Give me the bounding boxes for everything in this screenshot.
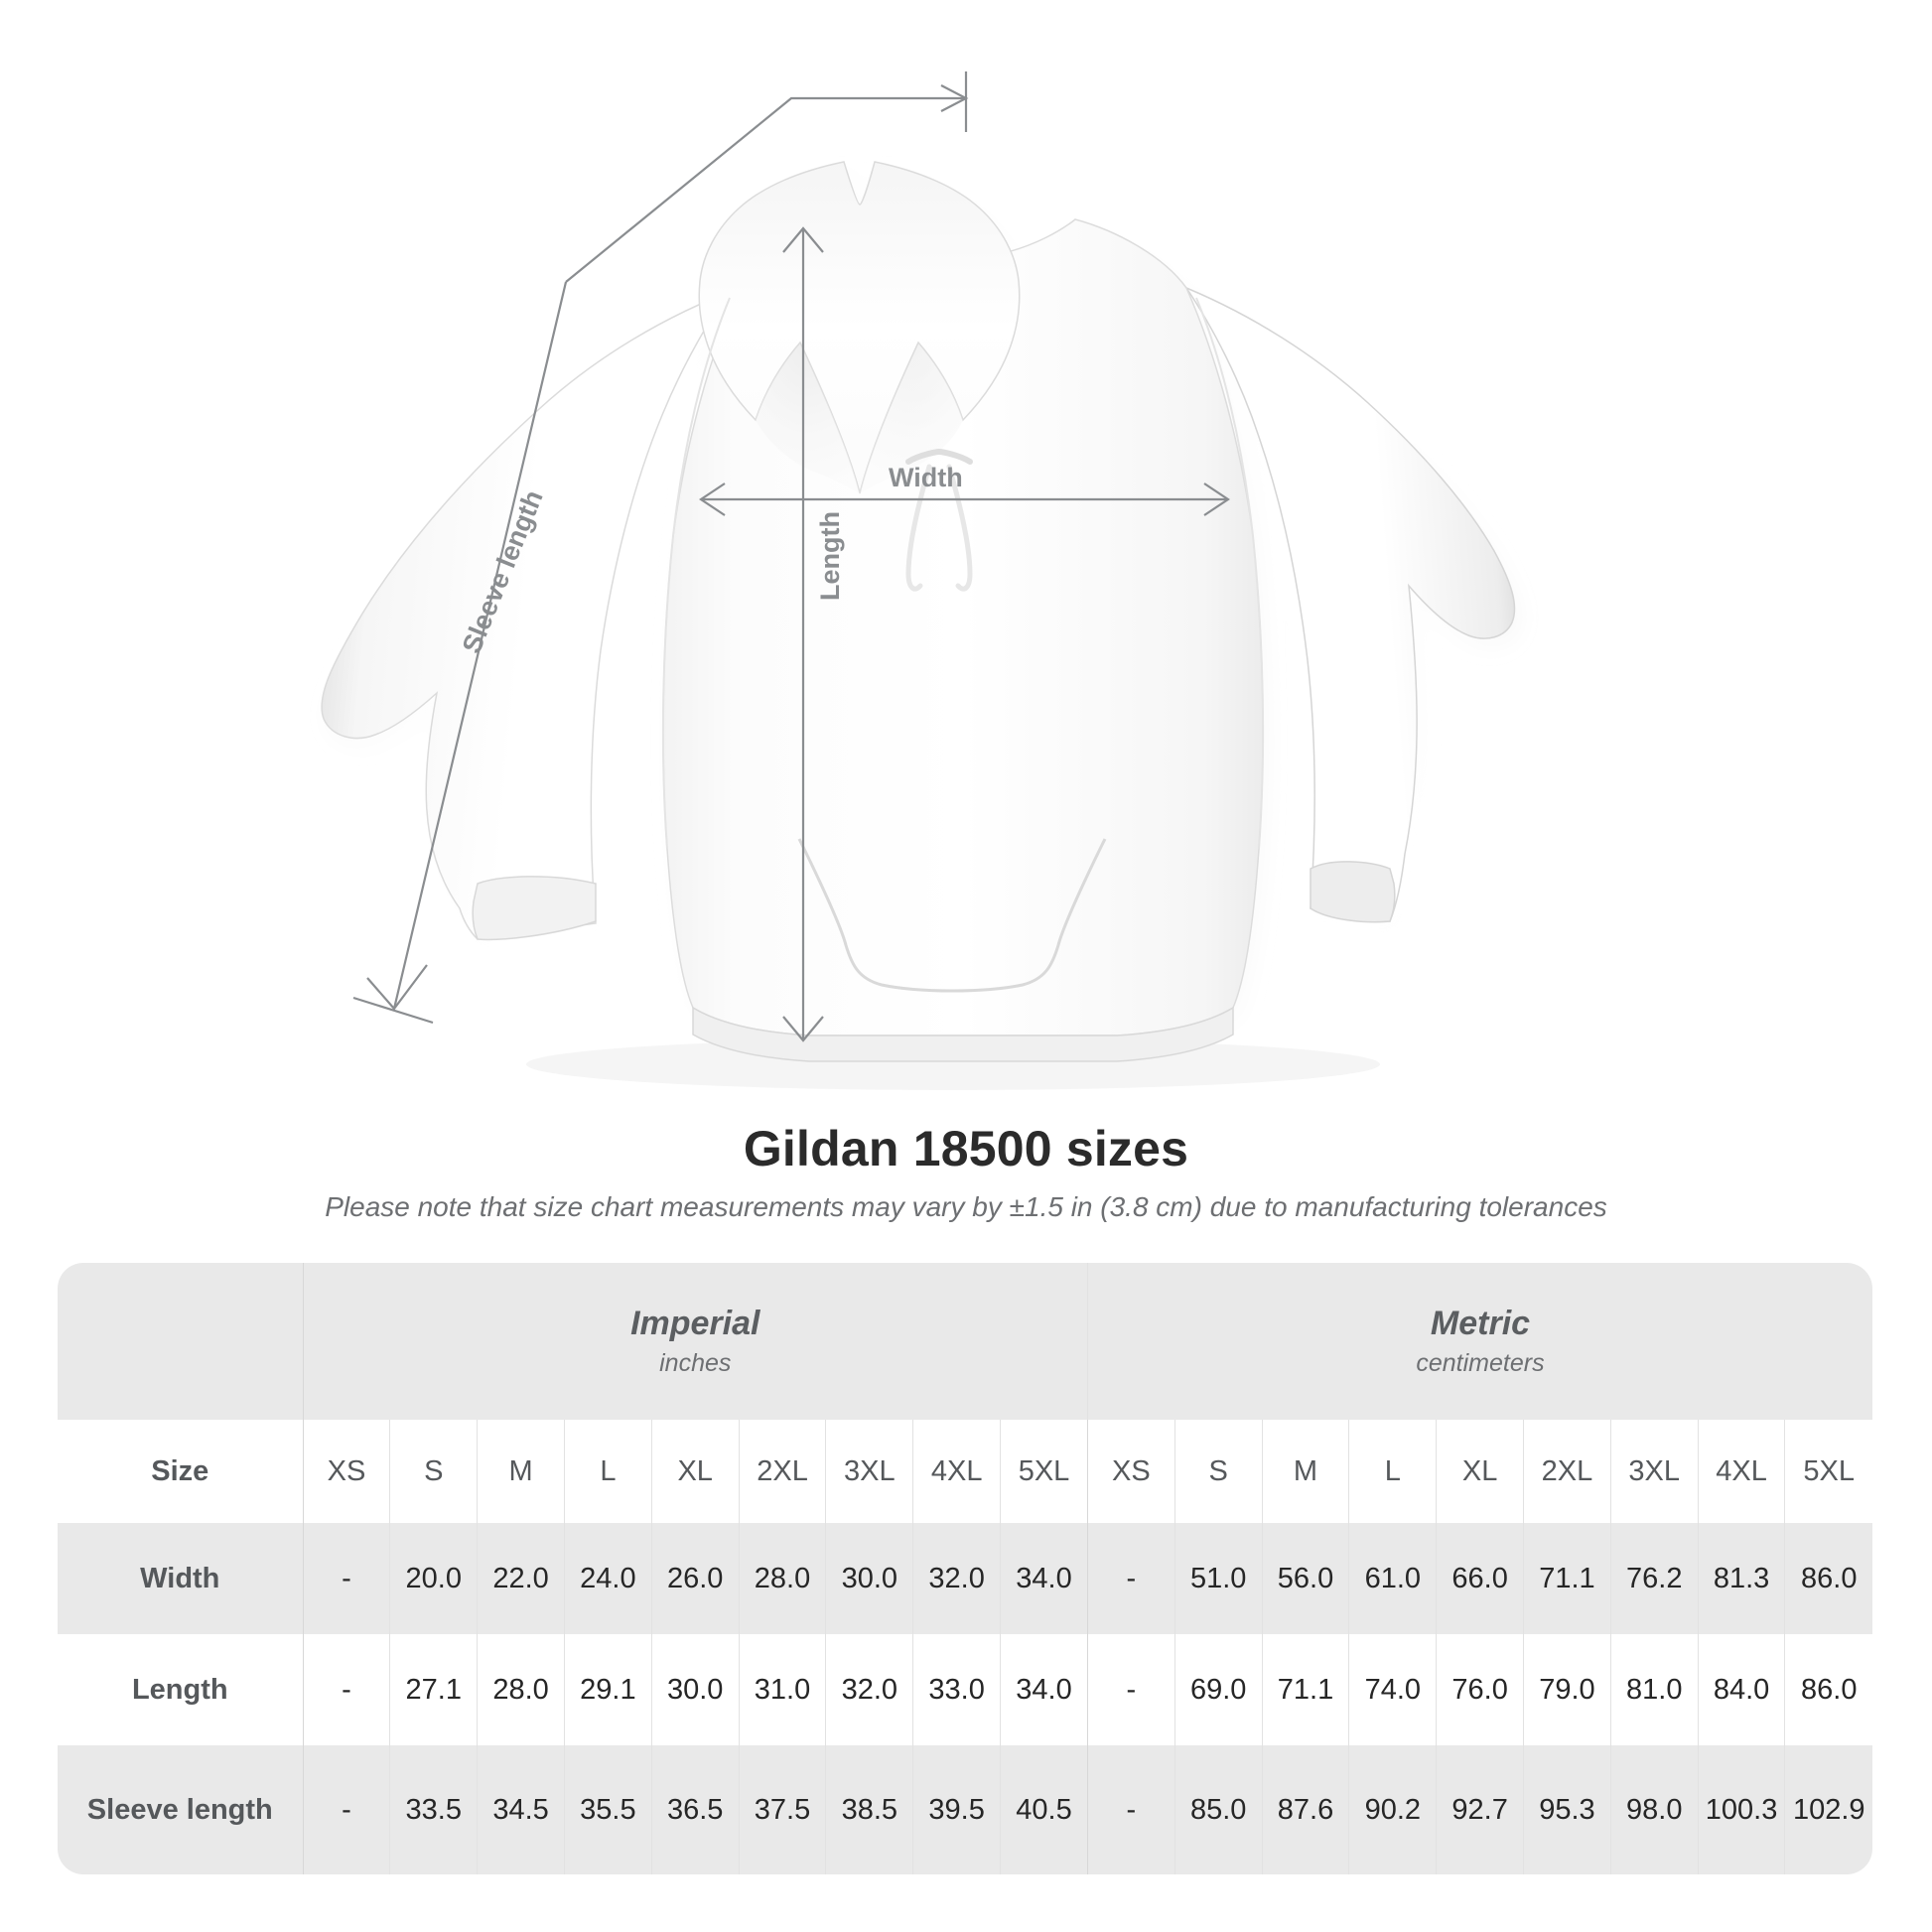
- svg-text:Length: Length: [815, 511, 845, 601]
- svg-text:Width: Width: [889, 463, 963, 492]
